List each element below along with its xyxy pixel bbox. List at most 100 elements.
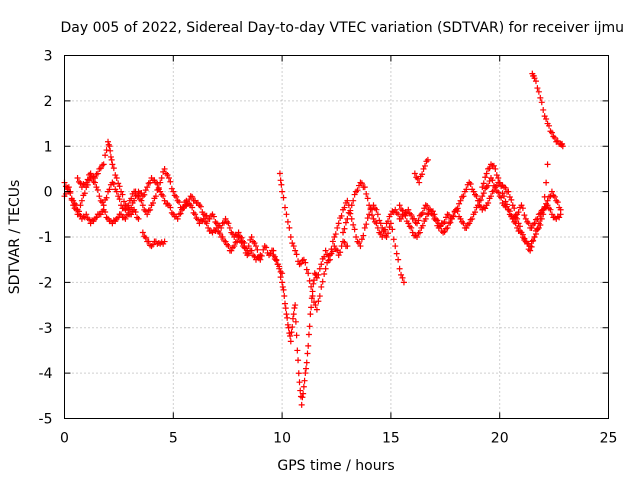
data-point <box>537 221 544 228</box>
data-point <box>288 329 295 336</box>
data-point <box>84 176 91 183</box>
data-point <box>325 257 332 264</box>
data-point <box>347 207 354 214</box>
data-point <box>282 300 289 307</box>
y-tick-label: -3 <box>39 321 53 337</box>
data-point <box>189 193 196 200</box>
data-point <box>96 165 103 172</box>
data-point <box>179 206 186 213</box>
data-point <box>116 196 123 203</box>
data-point <box>411 170 418 177</box>
data-point <box>437 222 444 229</box>
data-point <box>370 215 377 222</box>
data-point <box>505 206 512 213</box>
data-point <box>490 162 497 169</box>
data-point <box>205 224 212 231</box>
data-point <box>486 178 493 185</box>
data-point <box>78 197 85 204</box>
x-tick-label: 10 <box>273 431 291 447</box>
data-point <box>298 401 305 408</box>
data-point <box>369 212 376 219</box>
data-point <box>551 134 558 141</box>
data-point <box>118 188 125 195</box>
data-point <box>392 206 399 213</box>
data-point <box>540 106 547 113</box>
data-point <box>441 228 448 235</box>
data-point <box>440 229 447 236</box>
data-point <box>445 212 452 219</box>
data-point <box>434 217 441 224</box>
data-point <box>503 201 510 208</box>
data-point <box>194 216 201 223</box>
data-point <box>360 232 367 239</box>
data-point <box>300 383 307 390</box>
data-point <box>474 197 481 204</box>
data-point <box>318 283 325 290</box>
data-point <box>496 179 503 186</box>
data-point <box>305 342 312 349</box>
x-tick-label: 20 <box>491 431 509 447</box>
data-point <box>369 206 376 213</box>
data-point <box>525 220 532 227</box>
data-point <box>281 292 288 299</box>
data-point <box>312 302 319 309</box>
data-point <box>361 224 368 231</box>
data-point <box>406 223 413 230</box>
data-point <box>424 211 431 218</box>
data-point <box>337 249 344 256</box>
data-point <box>302 370 309 377</box>
data-point <box>458 218 465 225</box>
data-point <box>113 175 120 182</box>
data-point <box>543 200 550 207</box>
data-point <box>551 193 558 200</box>
data-point <box>134 214 141 221</box>
data-point <box>472 209 479 216</box>
data-point <box>344 215 351 222</box>
data-point <box>458 193 465 200</box>
data-point <box>541 113 548 120</box>
data-point <box>557 206 564 213</box>
data-point <box>444 224 451 231</box>
data-point <box>147 206 154 213</box>
data-point <box>284 321 291 328</box>
data-point <box>154 180 161 187</box>
data-point <box>170 188 177 195</box>
data-point <box>102 209 109 215</box>
data-point <box>540 211 547 218</box>
data-point <box>284 218 291 225</box>
data-point <box>235 234 242 240</box>
data-point <box>473 193 480 200</box>
data-point <box>270 252 277 259</box>
data-point <box>138 197 145 204</box>
x-tick-label: 5 <box>169 431 178 447</box>
data-point <box>238 239 245 246</box>
data-point <box>460 220 467 227</box>
data-point <box>315 271 322 278</box>
data-point <box>316 293 323 300</box>
data-point <box>363 190 370 197</box>
data-point <box>192 211 199 218</box>
data-point <box>318 261 325 268</box>
data-point <box>544 197 551 204</box>
data-point <box>390 236 397 243</box>
data-point <box>165 175 172 182</box>
data-point <box>105 138 112 145</box>
data-point <box>219 233 226 240</box>
data-point <box>74 206 81 213</box>
data-point <box>350 197 357 204</box>
data-point <box>328 246 335 253</box>
data-point <box>164 171 171 178</box>
data-point <box>490 187 497 194</box>
data-point <box>223 241 230 248</box>
data-point <box>396 265 403 272</box>
data-point <box>341 225 348 232</box>
data-point <box>319 278 326 285</box>
data-point <box>512 212 519 219</box>
data-point <box>448 215 455 222</box>
data-point <box>489 188 496 195</box>
data-point <box>210 213 217 220</box>
data-point <box>109 161 116 168</box>
data-point <box>515 209 522 216</box>
data-point <box>498 183 505 190</box>
